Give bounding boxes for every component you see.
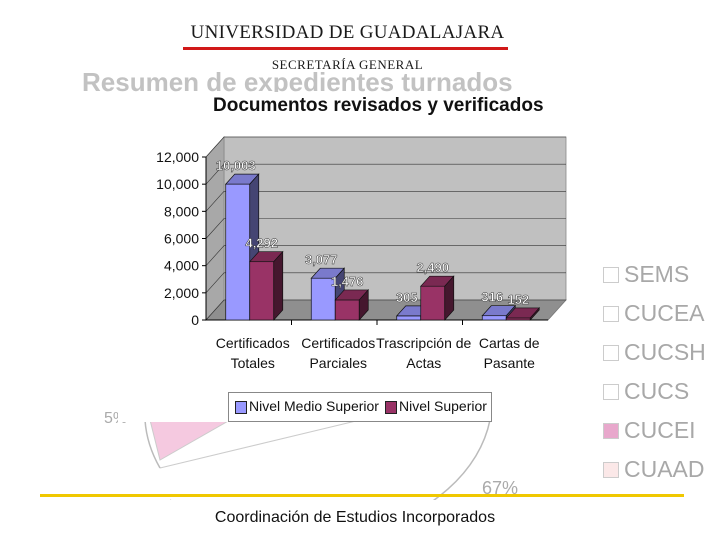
footer-text: Coordinación de Estudios Incorporados (214, 509, 496, 526)
y-tick-label: 6,000 (164, 231, 199, 247)
y-tick-label: 10,000 (156, 176, 199, 192)
y-tick-label: 0 (191, 312, 199, 328)
y-tick-label: 8,000 (164, 203, 199, 219)
pie-outline-arc (170, 420, 491, 500)
bar (420, 285, 446, 321)
bg-legend-swatch (603, 267, 619, 283)
y-tick-label: 4,000 (164, 258, 199, 274)
gridline (205, 163, 566, 185)
bar-data-label: 305 (396, 290, 418, 305)
header-divider (183, 47, 508, 50)
bar (334, 299, 360, 321)
pie-slice-cucei (149, 420, 232, 461)
bar-side (444, 275, 455, 321)
x-tick-label: Certificados Totales (216, 335, 290, 371)
bar-side (358, 289, 369, 321)
bg-legend-label: CUCSH (624, 339, 706, 365)
gridline (205, 218, 566, 239)
background-pie-legend: SEMS CUCEA CUCSH CUCS CUCEI CUAAD (597, 252, 707, 484)
pie-slice-divider (159, 420, 361, 469)
bar-data-label: 10,003 (216, 158, 256, 173)
legend-swatch-superior (385, 401, 397, 414)
gridline (205, 272, 566, 294)
chart-legend: Nivel Medio Superior Nivel Superior (228, 392, 492, 422)
bar (225, 183, 251, 321)
bar-side (529, 307, 540, 321)
background-pie-chart (144, 420, 491, 500)
legend-label-medio-superior: Nivel Medio Superior (249, 398, 379, 414)
gridline (205, 191, 566, 212)
bg-legend-swatch (603, 462, 619, 478)
bar-chart: 0 2,000 4,000 6,000 8,000 10,000 12,000 10,003 4… (156, 135, 567, 371)
bg-legend-label: CUAAD (624, 456, 705, 482)
bar (481, 315, 507, 321)
bar (249, 261, 275, 321)
gridline (205, 245, 566, 266)
y-tick-label: 12,000 (156, 149, 199, 165)
bg-legend-swatch (603, 384, 619, 400)
bg-legend-label: CUCEA (624, 300, 705, 326)
background-slide-title: Resumen de expedientes turnados (82, 67, 513, 95)
pie-outline-left (144, 420, 161, 469)
bar-data-label: 4,292 (245, 236, 278, 251)
legend-swatch-medio-superior (235, 401, 247, 414)
bar-data-label: 3,077 (305, 252, 338, 267)
footer-divider (40, 494, 684, 497)
bar (396, 315, 422, 321)
bar-data-label: 152 (507, 292, 529, 307)
bar-data-label: 1,476 (331, 274, 364, 289)
bg-legend-swatch (603, 306, 619, 322)
university-title: UNIVERSIDAD DE GUADALAJARA (190, 22, 505, 43)
x-tick-label: Trascripción de Actas (376, 335, 471, 371)
bg-legend-label: CUCEI (624, 417, 696, 443)
gridline (205, 136, 566, 158)
bg-legend-label: CUCS (624, 378, 690, 404)
secretariat-subtitle: SECRETARÍA GENERAL (271, 57, 424, 72)
chart-title: Documentos revisados y verificados (213, 95, 544, 116)
x-tick-label: Cartas de Pasante (479, 335, 540, 371)
bar-data-label: 2,490 (416, 260, 449, 275)
y-tick-label: 2,000 (164, 285, 199, 301)
bar-side (273, 250, 284, 321)
bg-legend-swatch (603, 423, 619, 439)
bg-legend-label: SEMS (624, 261, 690, 287)
x-tick-label: Certificados Parciales (301, 335, 375, 371)
bg-legend-swatch (603, 345, 619, 361)
legend-label-superior: Nivel Superior (399, 398, 487, 414)
pie-percent-bottom: 67% (482, 478, 519, 498)
bar-data-label: 316 (481, 290, 503, 305)
